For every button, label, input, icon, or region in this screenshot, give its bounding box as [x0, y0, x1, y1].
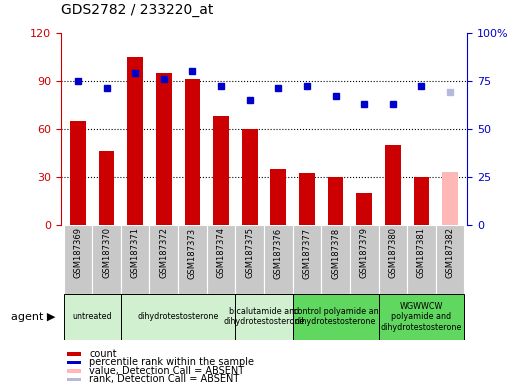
Bar — [321, 225, 350, 294]
Text: GDS2782 / 233220_at: GDS2782 / 233220_at — [61, 3, 213, 17]
Bar — [442, 172, 458, 225]
Text: GSM187379: GSM187379 — [360, 227, 369, 278]
Bar — [235, 225, 264, 294]
Bar — [207, 225, 235, 294]
Bar — [293, 294, 379, 340]
Bar — [185, 79, 200, 225]
Bar — [63, 294, 121, 340]
Text: GSM187376: GSM187376 — [274, 227, 283, 278]
Bar — [235, 294, 293, 340]
Bar — [63, 225, 92, 294]
Bar — [264, 225, 293, 294]
Text: GSM187381: GSM187381 — [417, 227, 426, 278]
Bar — [242, 129, 258, 225]
Bar — [178, 225, 207, 294]
Text: control polyamide an
dihydrotestosterone: control polyamide an dihydrotestosterone — [293, 307, 379, 326]
Bar — [299, 174, 315, 225]
Text: GSM187373: GSM187373 — [188, 227, 197, 278]
Text: GSM187372: GSM187372 — [159, 227, 168, 278]
Text: GSM187378: GSM187378 — [331, 227, 340, 278]
Text: count: count — [89, 349, 117, 359]
Bar — [92, 225, 121, 294]
Text: GSM187371: GSM187371 — [130, 227, 140, 278]
Bar — [407, 225, 436, 294]
Bar — [99, 151, 115, 225]
Bar — [121, 294, 235, 340]
Bar — [67, 378, 81, 381]
Bar — [379, 294, 465, 340]
Bar — [127, 57, 143, 225]
Text: WGWWCW
polyamide and
dihydrotestosterone: WGWWCW polyamide and dihydrotestosterone — [381, 302, 462, 332]
Text: dihydrotestosterone: dihydrotestosterone — [137, 312, 219, 321]
Text: GSM187374: GSM187374 — [216, 227, 225, 278]
Bar — [385, 145, 401, 225]
Text: percentile rank within the sample: percentile rank within the sample — [89, 358, 254, 367]
Text: untreated: untreated — [72, 312, 112, 321]
Bar — [67, 352, 81, 356]
Bar — [213, 116, 229, 225]
Text: GSM187375: GSM187375 — [245, 227, 254, 278]
Text: value, Detection Call = ABSENT: value, Detection Call = ABSENT — [89, 366, 244, 376]
Bar — [156, 73, 172, 225]
Bar — [413, 177, 429, 225]
Text: GSM187370: GSM187370 — [102, 227, 111, 278]
Bar — [67, 369, 81, 372]
Bar — [149, 225, 178, 294]
Text: GSM187382: GSM187382 — [446, 227, 455, 278]
Text: rank, Detection Call = ABSENT: rank, Detection Call = ABSENT — [89, 374, 239, 384]
Text: GSM187369: GSM187369 — [73, 227, 82, 278]
Bar — [379, 225, 407, 294]
Bar — [67, 361, 81, 364]
Text: GSM187377: GSM187377 — [303, 227, 312, 278]
Bar — [270, 169, 286, 225]
Text: agent ▶: agent ▶ — [11, 312, 55, 322]
Bar — [356, 193, 372, 225]
Bar — [121, 225, 149, 294]
Bar — [70, 121, 86, 225]
Bar — [350, 225, 379, 294]
Text: bicalutamide and
dihydrotestosterone: bicalutamide and dihydrotestosterone — [223, 307, 305, 326]
Bar — [436, 225, 465, 294]
Text: GSM187380: GSM187380 — [388, 227, 398, 278]
Bar — [328, 177, 343, 225]
Bar — [293, 225, 321, 294]
